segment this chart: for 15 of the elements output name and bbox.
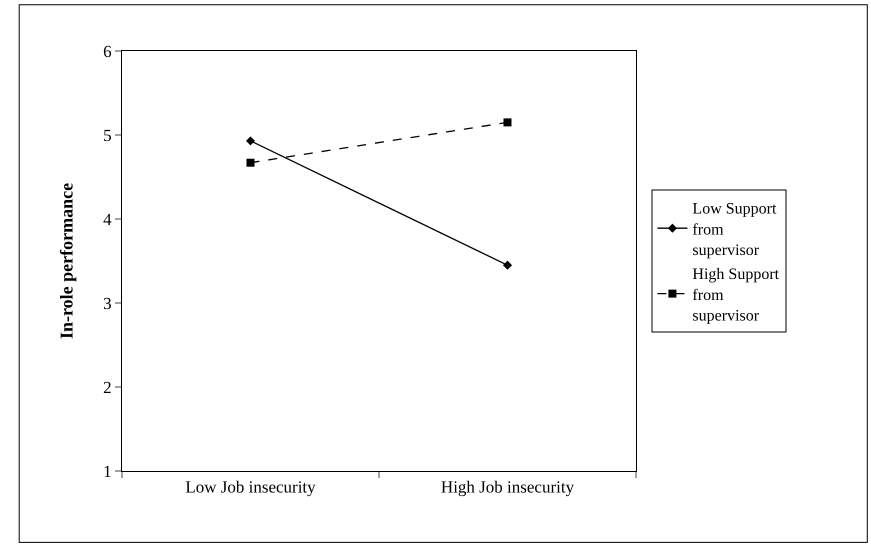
point <box>502 260 512 270</box>
point <box>246 158 254 167</box>
legend-label: High Support from supervisor <box>692 266 780 325</box>
y-tick-label: 6 <box>103 42 112 61</box>
legend-label: Low Support from supervisor <box>692 200 777 260</box>
x-tick-label: Low Job insecurity <box>185 477 316 496</box>
point <box>504 118 512 126</box>
point <box>246 136 256 146</box>
y-tick-label: 2 <box>103 378 112 397</box>
y-tick-label: 1 <box>103 462 112 481</box>
y-axis-title: In-role performance <box>56 182 76 340</box>
y-tick-label: 4 <box>103 210 112 229</box>
y-tick-label: 5 <box>103 126 112 145</box>
y-tick-label: 3 <box>103 294 112 313</box>
x-tick-label: High Job insecurity <box>440 477 575 496</box>
